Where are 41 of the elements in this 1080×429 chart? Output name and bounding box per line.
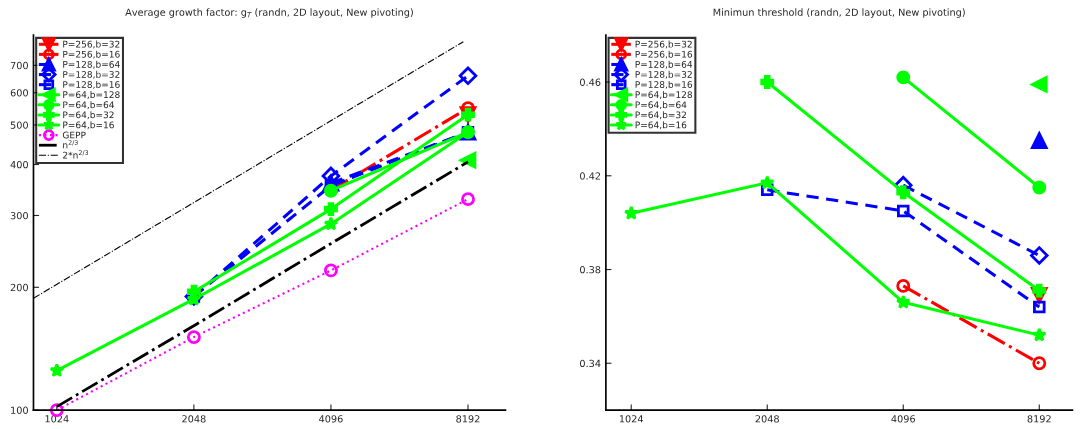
legend-label: GEPP — [62, 131, 86, 139]
legend-label: P=64,b=128 — [63, 91, 120, 99]
legend-label: P=64,b=16 — [63, 121, 114, 130]
legend-label: P=64,b=128 — [635, 91, 693, 99]
legend-label: P=64,b=16 — [635, 121, 687, 130]
y-tick-label: 600 — [10, 89, 28, 97]
chart-title: Average growth factor: g$_{T}$ (randn, 2D layout, New pivoting) — [125, 8, 413, 18]
legend-label: P=256,b=16 — [63, 50, 120, 59]
legend-label: P=128,b=32 — [63, 70, 120, 79]
x-tick-label: 2048 — [182, 415, 206, 423]
legend-label: P=128,b=32 — [635, 70, 692, 79]
y-tick-label: 0.34 — [580, 359, 601, 368]
y-tick-label: 100 — [11, 406, 28, 414]
legend-label: P=128,b=16 — [63, 80, 120, 89]
chart-title: Minimun threshold (randn, 2D layout, New pivoting) — [713, 8, 965, 18]
y-tick-label: 0.42 — [580, 172, 601, 180]
legend-label: P=128,b=16 — [635, 80, 693, 89]
y-tick-label: 400 — [10, 160, 28, 169]
x-tick-label: 1024 — [619, 415, 644, 423]
y-tick-label: 0.46 — [580, 78, 601, 86]
x-tick-label: 4096 — [891, 415, 916, 423]
x-tick-label: 8192 — [1027, 415, 1051, 423]
x-tick-label: 4096 — [319, 415, 343, 423]
y-tick-label: 300 — [10, 211, 28, 220]
legend-label: P=64,b=32 — [63, 111, 114, 120]
y-tick-label: 500 — [10, 121, 28, 129]
legend-label: P=128,b=64 — [63, 60, 120, 69]
legend-label: P=256,b=32 — [63, 40, 120, 49]
y-tick-label: 700 — [10, 61, 28, 70]
y-tick-label: 200 — [10, 283, 28, 292]
legend-label: P=64,b=32 — [635, 111, 687, 120]
legend-label: n$^{2/3}$ — [63, 140, 78, 149]
legend-label: P=64,b=64 — [63, 101, 115, 110]
legend-label: P=128,b=64 — [635, 60, 693, 69]
y-tick-label: 0.38 — [580, 266, 601, 274]
x-tick-label: 2048 — [755, 415, 779, 423]
x-tick-label: 8192 — [456, 415, 480, 423]
legend-label: P=64,b=64 — [635, 101, 687, 110]
legend-label: P=256,b=32 — [635, 40, 692, 49]
legend-label: P=256,b=16 — [635, 50, 693, 59]
legend-label: 2*n$^{2/3}$ — [63, 150, 89, 159]
